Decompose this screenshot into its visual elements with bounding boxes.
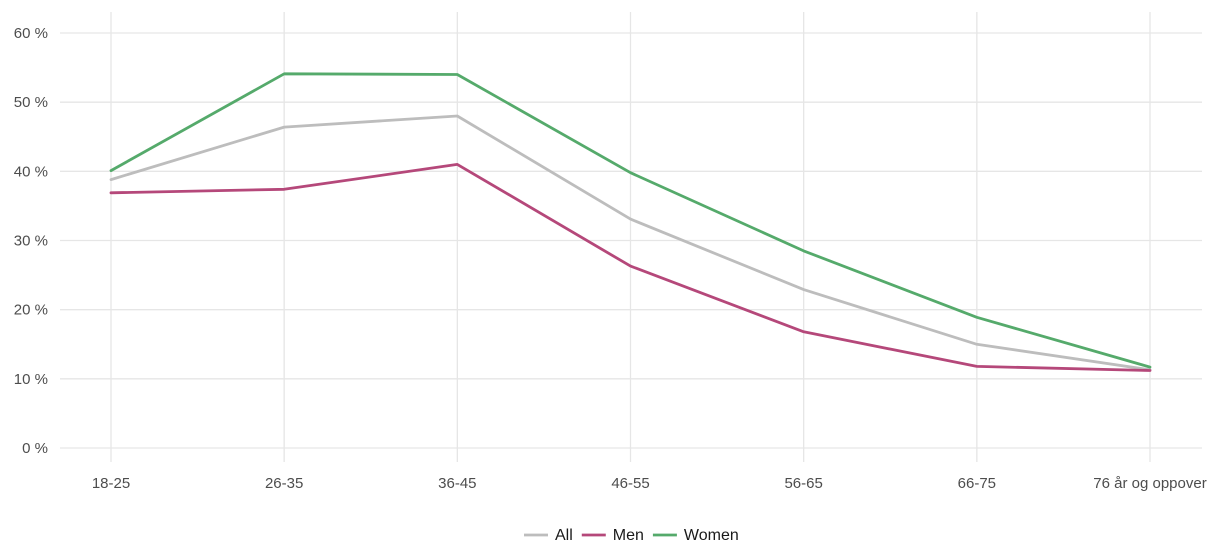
series-line-women — [109, 72, 1152, 369]
x-tick-label: 36-45 — [438, 475, 476, 492]
y-tick-label: 50 % — [14, 94, 48, 111]
y-tick-label: 10 % — [14, 371, 48, 388]
legend-label-all: All — [555, 527, 573, 544]
x-tick-label: 56-65 — [784, 475, 822, 492]
x-tick-label: 26-35 — [265, 475, 303, 492]
legend-label-men: Men — [613, 527, 644, 544]
y-tick-label: 20 % — [14, 302, 48, 319]
x-tick-label: 76 år og oppover — [1093, 475, 1206, 492]
y-axis-ticks: 0 % 10 % 20 % 30 % 40 % 50 % 60 % — [14, 25, 48, 457]
series-lines — [109, 72, 1152, 372]
x-tick-label: 46-55 — [611, 475, 649, 492]
x-tick-label: 18-25 — [92, 475, 130, 492]
y-tick-label: 30 % — [14, 233, 48, 250]
y-tick-label: 0 % — [22, 440, 48, 457]
legend: All Men Women — [524, 527, 739, 544]
x-axis-ticks: 18-25 26-35 36-45 46-55 56-65 66-75 76 år og o… — [92, 475, 1207, 492]
grid — [60, 12, 1202, 462]
legend-label-women: Women — [684, 527, 739, 544]
y-tick-label: 60 % — [14, 25, 48, 42]
x-tick-label: 66-75 — [958, 475, 996, 492]
y-tick-label: 40 % — [14, 163, 48, 180]
series-line-men — [109, 162, 1152, 372]
series-line-all — [109, 114, 1152, 372]
